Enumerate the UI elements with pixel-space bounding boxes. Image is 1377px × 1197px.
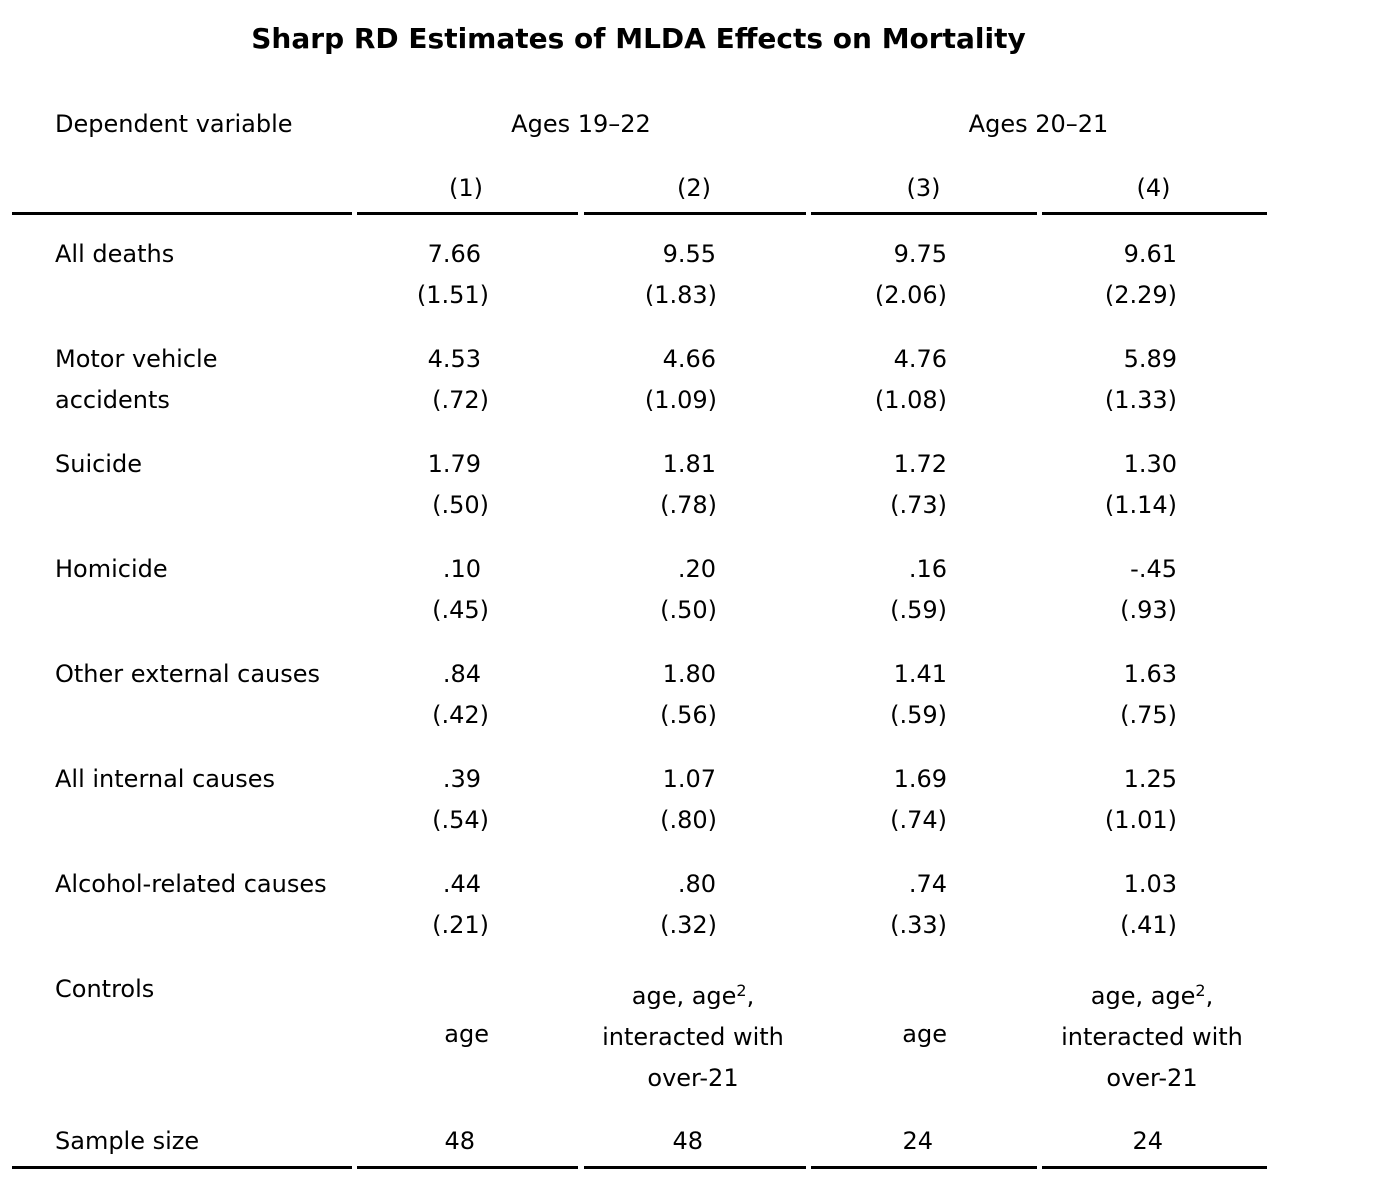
row-label: Alcohol-related causes <box>55 870 327 898</box>
estimate-cell: 1.03 <box>1123 870 1177 898</box>
bottom-rule-col2 <box>584 1166 806 1169</box>
group-header-ages-19-22: Ages 19–22 <box>511 110 651 138</box>
standard-error-cell: (.74) <box>890 806 947 834</box>
column-header-1: (1) <box>449 174 483 202</box>
estimate-cell: .20 <box>677 555 716 583</box>
group-header-ages-20-21: Ages 20–21 <box>968 110 1109 138</box>
standard-error-cell: (1.33) <box>1104 386 1177 414</box>
estimate-cell: 1.25 <box>1123 765 1177 793</box>
standard-error-cell: (1.83) <box>644 281 717 309</box>
row-label: All deaths <box>55 240 175 268</box>
estimate-cell: 4.66 <box>662 345 716 373</box>
standard-error-cell: (.50) <box>660 596 717 624</box>
estimate-cell: 7.66 <box>427 240 481 268</box>
dependent-variable-header: Dependent variable <box>55 110 293 138</box>
standard-error-cell: (1.14) <box>1104 491 1177 519</box>
standard-error-cell: (.56) <box>660 701 717 729</box>
standard-error-cell: (.59) <box>890 701 947 729</box>
standard-error-cell: (.45) <box>432 596 489 624</box>
standard-error-cell: (.42) <box>432 701 489 729</box>
standard-error-cell: (.41) <box>1120 911 1177 939</box>
standard-error-cell: (.21) <box>432 911 489 939</box>
controls-col2: age, age2, interacted with over-21 <box>602 981 784 1092</box>
estimate-cell: 9.55 <box>662 240 716 268</box>
controls-label: Controls <box>55 975 155 1003</box>
standard-error-cell: (.72) <box>432 386 489 414</box>
standard-error-cell: (1.01) <box>1104 806 1177 834</box>
row-label: Suicide <box>55 450 142 478</box>
standard-error-cell: (2.29) <box>1104 281 1177 309</box>
bottom-rule-label <box>12 1166 352 1169</box>
estimate-cell: 4.53 <box>427 345 481 373</box>
sample-size-col3: 24 <box>902 1127 933 1155</box>
header-rule-col4 <box>1042 212 1267 215</box>
standard-error-cell: (1.51) <box>416 281 489 309</box>
estimate-cell: 1.63 <box>1123 660 1177 688</box>
standard-error-cell: (.80) <box>660 806 717 834</box>
estimate-cell: .10 <box>442 555 481 583</box>
standard-error-cell: (.32) <box>660 911 717 939</box>
row-label: accidents <box>55 386 170 414</box>
sample-size-col4: 24 <box>1132 1127 1163 1155</box>
row-label: Homicide <box>55 555 168 583</box>
estimate-cell: 4.76 <box>893 345 947 373</box>
estimate-cell: 1.69 <box>893 765 947 793</box>
standard-error-cell: (.78) <box>660 491 717 519</box>
controls-col1: age <box>444 1020 489 1048</box>
header-rule-col1 <box>357 212 578 215</box>
header-rule-col2 <box>584 212 806 215</box>
standard-error-cell: (.75) <box>1120 701 1177 729</box>
estimate-cell: 1.30 <box>1123 450 1177 478</box>
bottom-rule-col1 <box>357 1166 578 1169</box>
estimate-cell: 1.81 <box>662 450 716 478</box>
row-label: Other external causes <box>55 660 321 688</box>
bottom-rule-col3 <box>811 1166 1037 1169</box>
estimate-cell: .74 <box>908 870 947 898</box>
estimate-cell: .44 <box>442 870 481 898</box>
sample-size-col1: 48 <box>444 1127 475 1155</box>
estimate-cell: 1.07 <box>662 765 716 793</box>
row-label: All internal causes <box>55 765 275 793</box>
estimate-cell: 1.41 <box>893 660 947 688</box>
column-header-4: (4) <box>1136 174 1171 202</box>
estimate-cell: .84 <box>442 660 481 688</box>
table-title: Sharp RD Estimates of MLDA Effects on Mo… <box>251 22 1026 55</box>
header-rule-col3 <box>811 212 1037 215</box>
column-header-2: (2) <box>677 174 711 202</box>
standard-error-cell: (1.08) <box>874 386 947 414</box>
estimate-cell: 5.89 <box>1123 345 1177 373</box>
column-header-3: (3) <box>906 174 941 202</box>
estimate-cell: .80 <box>677 870 716 898</box>
standard-error-cell: (.54) <box>432 806 489 834</box>
standard-error-cell: (1.09) <box>644 386 717 414</box>
bottom-rule-col4 <box>1042 1166 1267 1169</box>
estimate-cell: .16 <box>908 555 947 583</box>
sample-size-label: Sample size <box>55 1127 200 1155</box>
standard-error-cell: (.73) <box>890 491 947 519</box>
estimate-cell: 1.80 <box>662 660 716 688</box>
estimate-cell: 1.72 <box>893 450 947 478</box>
estimate-cell: 9.75 <box>893 240 947 268</box>
estimate-cell: 9.61 <box>1123 240 1177 268</box>
standard-error-cell: (.93) <box>1120 596 1177 624</box>
controls-col4: age, age2, interacted with over-21 <box>1061 981 1243 1092</box>
standard-error-cell: (.59) <box>890 596 947 624</box>
standard-error-cell: (.50) <box>432 491 489 519</box>
estimate-cell: 1.79 <box>427 450 481 478</box>
header-rule-label <box>12 212 352 215</box>
row-label: Motor vehicle <box>55 345 218 373</box>
controls-col3: age <box>902 1020 947 1048</box>
standard-error-cell: (2.06) <box>874 281 947 309</box>
estimate-cell: .39 <box>442 765 481 793</box>
sample-size-col2: 48 <box>672 1127 703 1155</box>
estimate-cell: -.45 <box>1130 555 1177 583</box>
standard-error-cell: (.33) <box>890 911 947 939</box>
